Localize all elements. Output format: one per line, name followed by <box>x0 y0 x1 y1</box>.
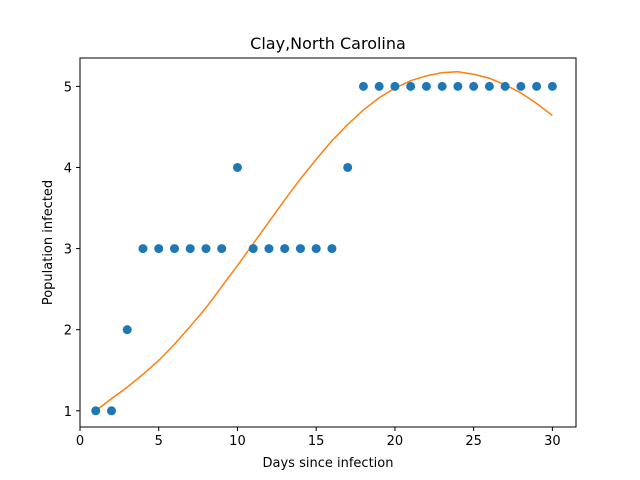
y-axis: 1 2 3 4 5 <box>64 80 80 420</box>
data-point <box>358 81 368 91</box>
data-point <box>421 81 431 91</box>
data-point <box>122 325 132 335</box>
axes-frame <box>79 57 577 428</box>
chart-title: Clay,North Carolina <box>250 34 406 53</box>
data-point <box>437 81 447 91</box>
data-point <box>280 244 290 254</box>
y-tick-label: 5 <box>64 80 72 95</box>
x-axis: 0 5 10 15 20 25 30 <box>76 427 561 449</box>
data-point <box>217 244 227 254</box>
x-tick-label: 5 <box>155 434 163 449</box>
data-point <box>91 406 101 416</box>
data-point <box>248 244 258 254</box>
data-point <box>154 244 164 254</box>
data-point <box>232 162 242 172</box>
y-tick-label: 2 <box>64 324 72 339</box>
data-point <box>201 244 211 254</box>
data-point <box>138 244 148 254</box>
x-axis-label: Days since infection <box>263 456 394 471</box>
x-tick-label: 15 <box>308 434 325 449</box>
data-point <box>264 244 274 254</box>
x-tick-label: 30 <box>544 434 561 449</box>
data-point <box>500 81 510 91</box>
data-point <box>390 81 400 91</box>
data-point <box>484 81 494 91</box>
plot-area <box>91 71 557 416</box>
data-point <box>106 406 116 416</box>
y-tick-label: 4 <box>64 161 72 176</box>
data-point <box>469 81 479 91</box>
data-point <box>185 244 195 254</box>
data-point <box>532 81 542 91</box>
x-tick-label: 0 <box>76 434 84 449</box>
data-point <box>295 244 305 254</box>
x-tick-label: 25 <box>465 434 482 449</box>
y-axis-label: Population infected <box>41 180 56 305</box>
data-point <box>311 244 321 254</box>
data-point <box>374 81 384 91</box>
y-tick-label: 1 <box>64 405 72 420</box>
data-point <box>516 81 526 91</box>
data-point <box>343 162 353 172</box>
data-point <box>406 81 416 91</box>
data-point <box>547 81 557 91</box>
y-tick-label: 3 <box>64 243 72 258</box>
data-point <box>453 81 463 91</box>
x-tick-label: 10 <box>229 434 246 449</box>
fit-curve-line <box>95 71 553 412</box>
data-point <box>327 244 337 254</box>
x-tick-label: 20 <box>387 434 404 449</box>
data-point <box>169 244 179 254</box>
